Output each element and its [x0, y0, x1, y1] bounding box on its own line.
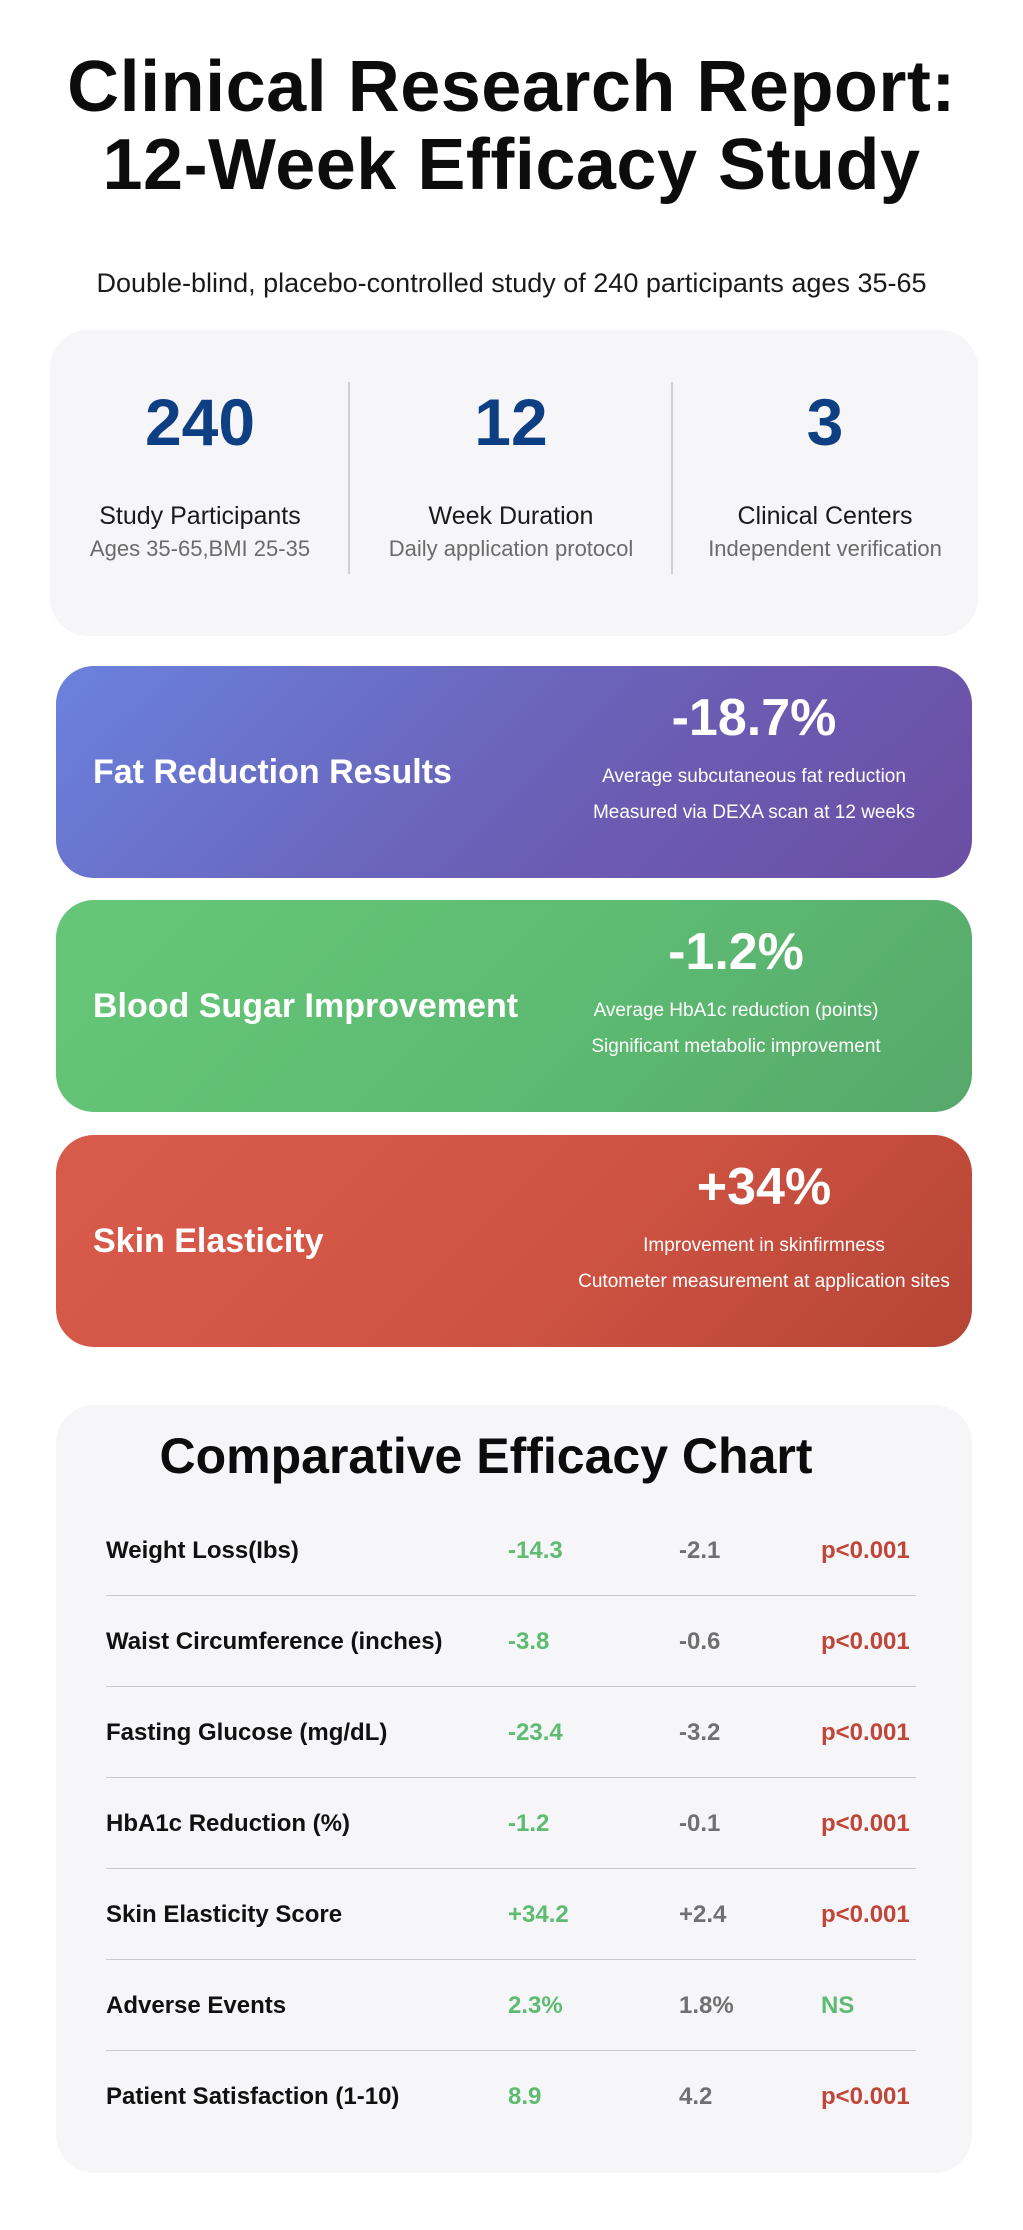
fat-reduction-card: Fat Reduction Results -18.7% Average sub…: [56, 666, 972, 878]
metric-name: HbA1c Reduction (%): [106, 1810, 351, 1837]
treatment-value: -14.3: [508, 1537, 563, 1564]
title-line-1: Clinical Research Report:: [67, 47, 956, 127]
title-line-2: 12-Week Efficacy Study: [102, 125, 921, 205]
table-row: Fasting Glucose (mg/dL) -23.4 -3.2 p<0.0…: [106, 1687, 916, 1778]
stat-label: Week Duration: [428, 502, 594, 530]
card-title: Fat Reduction Results: [93, 753, 452, 791]
significance-value: p<0.001: [821, 1810, 910, 1837]
table-row: HbA1c Reduction (%) -1.2 -0.1 p<0.001: [106, 1778, 916, 1869]
blood-sugar-card: Blood Sugar Improvement -1.2% Average Hb…: [56, 900, 972, 1112]
placebo-value: 1.8%: [679, 1992, 734, 2019]
card-description: Average subcutaneous fat reduction: [602, 766, 906, 787]
significance-value: p<0.001: [821, 2083, 910, 2110]
card-description: Average HbA1c reduction (points): [593, 1000, 879, 1021]
table-row: Weight Loss(Ibs) -14.3 -2.1 p<0.001: [106, 1505, 916, 1596]
card-metric: -18.7% Average subcutaneous fat reductio…: [544, 666, 964, 878]
table-row: Patient Satisfaction (1-10) 8.9 4.2 p<0.…: [106, 2051, 916, 2142]
treatment-value: 2.3%: [508, 1992, 563, 2019]
stat-sublabel: Independent verification: [708, 536, 942, 561]
significance-value: p<0.001: [821, 1537, 910, 1564]
stat-value: 12: [474, 385, 548, 459]
significance-value: p<0.001: [821, 1901, 910, 1928]
chart-title: Comparative Efficacy Chart: [159, 1428, 813, 1484]
efficacy-chart-panel: Comparative Efficacy Chart Weight Loss(I…: [56, 1405, 972, 2173]
metric-name: Adverse Events: [106, 1992, 287, 2019]
stat-sublabel: Ages 35-65,BMI 25-35: [89, 536, 311, 561]
table-row: Adverse Events 2.3% 1.8% NS: [106, 1960, 916, 2051]
treatment-value: 8.9: [508, 2083, 542, 2110]
stat-divider: [671, 382, 673, 574]
placebo-value: -2.1: [679, 1537, 721, 1564]
page-subtitle: Double-blind, placebo-controlled study o…: [96, 268, 927, 298]
significance-value: NS: [821, 1992, 855, 2019]
table-row: Skin Elasticity Score +34.2 +2.4 p<0.001: [106, 1869, 916, 1960]
card-title: Blood Sugar Improvement: [93, 987, 519, 1025]
stat-divider: [348, 382, 350, 574]
metric-name: Patient Satisfaction (1-10): [106, 2083, 400, 2110]
card-method: Measured via DEXA scan at 12 weeks: [592, 802, 916, 823]
stat-value: 240: [144, 385, 256, 459]
card-value: -18.7%: [671, 689, 837, 747]
card-metric: +34% Improvement in skinfirmness Cutomet…: [554, 1135, 974, 1347]
stat-centers: 3 Clinical Centers Independent verificat…: [672, 330, 978, 636]
card-metric: -1.2% Average HbA1c reduction (points) S…: [526, 900, 946, 1112]
stat-sublabel: Daily application protocol: [388, 536, 634, 561]
skin-elasticity-card: Skin Elasticity +34% Improvement in skin…: [56, 1135, 972, 1347]
significance-value: p<0.001: [821, 1719, 910, 1746]
card-value: +34%: [696, 1158, 832, 1216]
card-title: Skin Elasticity: [93, 1222, 324, 1260]
page-title: Clinical Research Report: 12-Week Effica…: [0, 48, 1023, 204]
metric-name: Weight Loss(Ibs): [106, 1537, 299, 1564]
metric-name: Skin Elasticity Score: [106, 1901, 343, 1928]
stat-label: Clinical Centers: [737, 502, 913, 530]
treatment-value: -3.8: [508, 1628, 550, 1655]
treatment-value: +34.2: [508, 1901, 569, 1928]
card-description: Improvement in skinfirmness: [643, 1235, 885, 1256]
treatment-value: -23.4: [508, 1719, 563, 1746]
treatment-value: -1.2: [508, 1810, 550, 1837]
stat-participants: 240 Study Participants Ages 35-65,BMI 25…: [50, 330, 350, 636]
significance-value: p<0.001: [821, 1628, 910, 1655]
stat-duration: 12 Week Duration Daily application proto…: [350, 330, 672, 636]
card-method: Cutometer measurement at application sit…: [578, 1271, 950, 1292]
placebo-value: -3.2: [679, 1719, 721, 1746]
stat-value: 3: [806, 385, 844, 459]
card-value: -1.2%: [668, 923, 804, 981]
placebo-value: -0.1: [679, 1810, 721, 1837]
study-stats-panel: 240 Study Participants Ages 35-65,BMI 25…: [50, 330, 978, 636]
card-method: Significant metabolic improvement: [591, 1036, 881, 1057]
table-row: Waist Circumference (inches) -3.8 -0.6 p…: [106, 1596, 916, 1687]
placebo-value: +2.4: [679, 1901, 727, 1928]
placebo-value: 4.2: [679, 2083, 713, 2110]
metric-name: Fasting Glucose (mg/dL): [106, 1719, 388, 1746]
stat-label: Study Participants: [99, 502, 301, 530]
placebo-value: -0.6: [679, 1628, 721, 1655]
metric-name: Waist Circumference (inches): [106, 1628, 443, 1655]
